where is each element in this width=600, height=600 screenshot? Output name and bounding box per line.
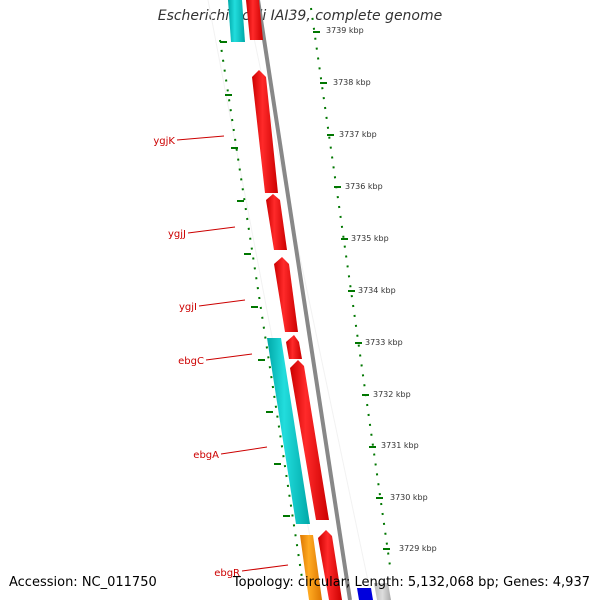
kbp-label: 3729 kbp xyxy=(399,544,437,553)
label-leader-ygjJ xyxy=(187,226,236,234)
kbp-label: 3731 kbp xyxy=(381,441,419,450)
label-leader-ebgC xyxy=(205,353,253,361)
label-leader-ygjK xyxy=(176,135,225,141)
gene-label-ygjJ: ygjJ xyxy=(168,229,186,240)
gene-ygjJ xyxy=(266,194,287,250)
kbp-label: 3734 kbp xyxy=(358,286,396,295)
genome-backbone xyxy=(256,0,352,600)
genome-summary-text: Topology: circular; Length: 5,132,068 bp… xyxy=(232,575,590,590)
kbp-label: 3733 kbp xyxy=(365,338,403,347)
gene-ygjI xyxy=(274,257,298,332)
kbp-label: 3737 kbp xyxy=(339,130,377,139)
kbp-label: 3739 kbp xyxy=(326,26,364,35)
gene-cyan-top xyxy=(228,0,245,42)
gene-label-ygjK: ygjK xyxy=(153,136,175,147)
gene-red-top xyxy=(246,0,263,40)
ruler-dots xyxy=(310,7,391,567)
gene-label-ygjI: ygjI xyxy=(179,302,197,313)
kbp-label: 3730 kbp xyxy=(390,493,428,502)
kbp-ruler xyxy=(310,7,391,567)
feature-dots xyxy=(219,39,303,579)
kbp-label: 3732 kbp xyxy=(373,390,411,399)
label-leader-ebgA xyxy=(220,446,268,455)
gene-red-bottom xyxy=(318,530,342,600)
gene-label-ebgR: ebgR xyxy=(214,568,240,579)
map-title: Escherichia coli IAI39, complete genome xyxy=(157,8,443,24)
gene-ebgA-red xyxy=(290,360,329,520)
feature-ruler xyxy=(219,39,303,579)
gene-ebgC xyxy=(286,335,302,359)
gene-cyan-long xyxy=(267,338,310,524)
gene-gray-bottom xyxy=(374,583,391,600)
gene-orange-bottom xyxy=(300,535,322,600)
gene-ygjK xyxy=(252,70,278,193)
label-leader-ebgR xyxy=(241,564,289,572)
gene-label-ebgA: ebgA xyxy=(193,450,219,461)
kbp-label: 3735 kbp xyxy=(351,234,389,243)
kbp-label: 3736 kbp xyxy=(345,182,383,191)
label-leader-ygjI xyxy=(198,299,246,307)
accession-text: Accession: NC_011750 xyxy=(9,575,157,590)
gene-blue-bottom xyxy=(357,588,373,600)
gene-label-ebgC: ebgC xyxy=(178,356,204,367)
kbp-label: 3738 kbp xyxy=(333,78,371,87)
